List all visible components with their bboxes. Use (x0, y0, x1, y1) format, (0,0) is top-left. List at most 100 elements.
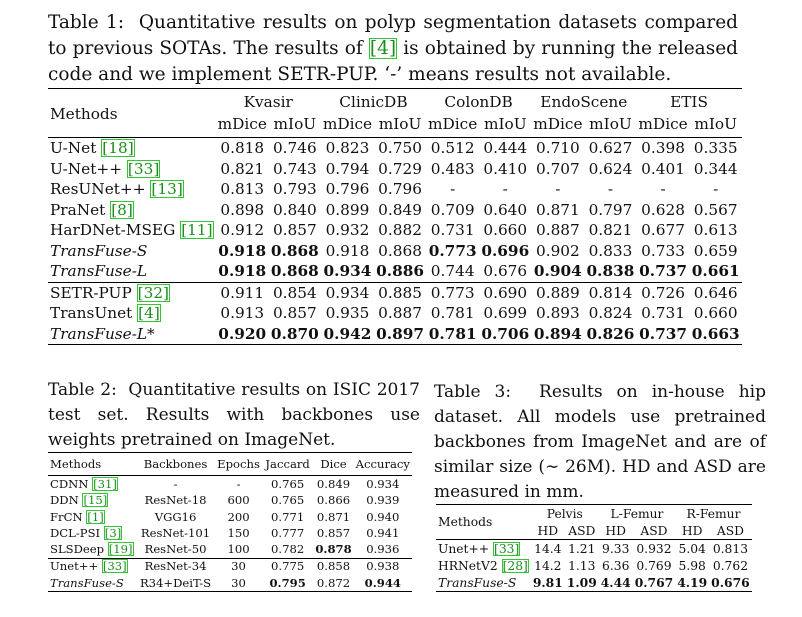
table2-body: CDNN [31] - - 0.765 0.849 0.934 DDN [15] ResNet… (48, 475, 412, 592)
citation-link[interactable]: [33] (101, 559, 128, 574)
table1-value-cell: 0.854 (272, 283, 317, 302)
table1-value-cell: 0.826 (586, 324, 635, 343)
table3-metric-header: ASD (716, 523, 745, 538)
table1-row: U-Net++ [33] 0.821 0.743 0.794 0.729 0.483 0.4… (48, 159, 742, 180)
citation-link[interactable]: [1] (86, 509, 105, 524)
table2-value-cell: 0.871 (316, 509, 351, 524)
table1-value-cell: 0.659 (693, 241, 738, 260)
table1-value-cell: - (660, 180, 666, 199)
citation-link[interactable]: [11] (180, 221, 214, 240)
table1-value-cell: 0.781 (428, 324, 477, 343)
table1-value-cell: 0.737 (639, 324, 688, 343)
citation-link[interactable]: [18] (101, 139, 135, 158)
citation-link[interactable]: [13] (150, 180, 184, 199)
citation-link[interactable]: [32] (136, 283, 171, 302)
table1-method-cell: SETR-PUP [32] (50, 283, 171, 302)
table1-value-cell: 0.838 (586, 262, 635, 281)
table1-value-cell: - (502, 180, 508, 199)
table1-value-cell: 0.912 (220, 221, 265, 240)
table1-value-cell: 0.707 (535, 159, 580, 178)
citation-link[interactable]: [3] (103, 525, 123, 540)
table2-value-cell: R34+DeiT-S (139, 575, 212, 590)
table3-value-cell: 1.13 (568, 558, 596, 573)
table3-method-cell: HRNetV2 [28] (438, 558, 529, 573)
citation-link[interactable]: [33] (126, 159, 161, 178)
table1-value-cell: 0.398 (641, 139, 685, 158)
table2-value-cell: 0.782 (271, 542, 305, 557)
citation-link[interactable]: [33] (493, 541, 521, 556)
table1-value-cell: 0.731 (430, 221, 475, 240)
table3-value-cell: 4.19 (677, 574, 708, 590)
table1-value-cell: 0.706 (481, 324, 530, 343)
table3-value-cell: 4.44 (600, 574, 631, 590)
table1-row: HarDNet-MSEG [11] 0.912 0.857 0.932 0.882 0.7… (48, 220, 742, 241)
table1-method-cell: TransFuse-L* (50, 324, 155, 343)
table1-metric-header: mDice (533, 115, 583, 133)
citation-link[interactable]: [31] (92, 476, 118, 491)
table2-value-cell: 0.849 (316, 476, 351, 491)
table2-method-cell: DDN [15] (50, 493, 109, 508)
table1-value-cell: 0.699 (483, 304, 528, 323)
table2-value-cell: 0.777 (271, 525, 305, 540)
table1-value-cell: 0.660 (693, 304, 738, 323)
table1-value-cell: 0.824 (588, 304, 633, 323)
table1-value-cell: 0.344 (693, 159, 738, 178)
table1-method-cell: TransUnet [4] (50, 304, 161, 323)
table1-value-cell: 0.733 (641, 241, 685, 260)
table2-value-cell: ResNet-34 (144, 559, 207, 574)
table3-value-cell: 0.767 (634, 574, 674, 590)
table2-row: Unet++ [33] ResNet-34 30 0.775 0.858 0.938 (48, 558, 412, 575)
table2-value-cell: 0.938 (366, 559, 400, 574)
table1-dataset-header: Kvasir (243, 93, 293, 111)
table1-value-cell: 0.663 (691, 324, 740, 343)
table1-value-cell: 0.934 (323, 262, 372, 281)
table2-value-cell: 30 (231, 559, 246, 574)
table1-metric-header: mIoU (589, 115, 632, 133)
table1-value-cell: 0.793 (272, 180, 317, 199)
table3-value-cell: 14.4 (534, 541, 562, 556)
table1-value-cell: 0.613 (693, 221, 738, 240)
table1-value-cell: 0.646 (693, 283, 738, 302)
table1-value-cell: 0.796 (378, 180, 422, 199)
table2-method-cell: Unet++ [33] (50, 559, 128, 574)
table1-value-cell: 0.710 (535, 139, 580, 158)
table2-value-cell: VGG16 (154, 509, 197, 524)
table3-value-cell: 0.769 (636, 558, 672, 573)
citation-link[interactable]: [19] (107, 542, 134, 557)
table1-value-cell: 0.849 (378, 200, 422, 219)
table1-value-cell: 0.857 (272, 221, 317, 240)
table1-value-cell: 0.934 (325, 283, 370, 302)
table1-metric-header: mIoU (273, 115, 317, 133)
table2-caption: Table 2: Quantitative results on ISIC 20… (48, 380, 420, 450)
table1-value-cell: 0.887 (378, 304, 422, 323)
table1-metric-header: mIoU (378, 115, 422, 133)
table1-metric-header: mDice (322, 115, 373, 133)
table2-row: FrCN [1] VGG16 200 0.771 0.871 0.940 (48, 509, 412, 525)
citation-link[interactable]: [15] (82, 493, 109, 508)
table1-value-cell: 0.894 (533, 324, 582, 343)
table1-value-cell: 0.627 (588, 139, 633, 158)
table3-value-cell: 1.09 (566, 574, 597, 590)
table1-value-cell: 0.729 (378, 159, 422, 178)
table3-value-cell: 6.36 (602, 558, 630, 573)
table3-method-cell: TransFuse-S (438, 575, 517, 590)
citation-link[interactable]: [4] (137, 304, 161, 323)
citation-link[interactable]: [8] (110, 200, 134, 219)
citation-link[interactable]: [28] (501, 558, 529, 573)
table1-row: ResUNet++ [13] 0.813 0.793 0.796 0.796 - - - - - - (48, 179, 742, 200)
table1-value-cell: 0.887 (535, 221, 580, 240)
table2-value-cell: 0.940 (366, 509, 400, 524)
table1-value-cell: 0.942 (323, 324, 372, 343)
table1-caption: Table 1: Quantitative results on polyp s… (48, 12, 738, 85)
table1-methods-header: Methods (50, 105, 118, 123)
table3-value-cell: 0.762 (712, 558, 749, 573)
table1-value-cell: 0.882 (378, 221, 422, 240)
table1-method-cell: PraNet [8] (50, 200, 134, 219)
table3: Methods Pelvis L-Femur R-Femur HD ASD HD… (436, 504, 752, 592)
table2-value-cell: ResNet-101 (140, 525, 211, 540)
table2-value-cell: 0.857 (316, 525, 351, 540)
table2-value-cell: ResNet-50 (144, 542, 207, 557)
table1: Methods Kvasir ClinicDB ColonDB EndoScen… (48, 88, 742, 345)
table1-value-cell: 0.823 (325, 139, 370, 158)
table2-value-cell: 0.936 (366, 542, 400, 557)
